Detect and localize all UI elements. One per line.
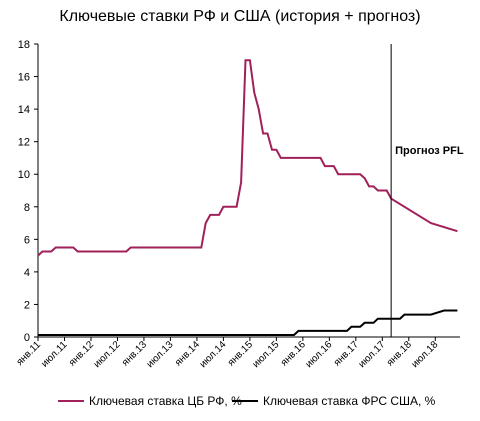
legend-item: Ключевая ставка ЦБ РФ, % [58, 394, 242, 408]
forecast-label: Прогноз PFL [395, 145, 464, 157]
legend-label: Ключевая ставка ФРС США, % [263, 394, 436, 408]
y-tick-label: 8 [24, 202, 30, 214]
legend-label: Ключевая ставка ЦБ РФ, % [89, 394, 242, 408]
chart-title: Ключевые ставки РФ и США (история + прог… [59, 8, 421, 25]
legend-item: Ключевая ставка ФРС США, % [232, 394, 435, 408]
y-tick-label: 14 [18, 104, 30, 116]
series-layer [37, 59, 458, 336]
x-tick-label: июл.16 [304, 339, 335, 370]
y-tick-label: 6 [24, 234, 30, 246]
x-tick-label: июл.13 [145, 339, 176, 370]
y-tick-label: 4 [24, 267, 30, 279]
legend-swatch [58, 400, 84, 402]
series-line-fed-rate [38, 309, 458, 336]
y-tick-label: 16 [18, 72, 30, 84]
x-tick-label: июл.14 [198, 339, 229, 370]
y-tick-label: 2 [24, 299, 30, 311]
x-axis: янв.11июл.11янв.12июл.12янв.13июл.13янв.… [15, 336, 460, 370]
x-tick-label: июл.11 [39, 339, 70, 370]
legend: Ключевая ставка ЦБ РФ, % Ключевая ставка … [0, 394, 480, 414]
series-line-cbr-rate [37, 59, 458, 257]
x-tick-label: июл.17 [357, 339, 388, 370]
y-tick-label: 12 [18, 137, 30, 149]
y-tick-label: 18 [18, 39, 30, 51]
x-tick-label: июл.12 [92, 339, 123, 370]
x-tick-label: июл.18 [410, 339, 441, 370]
y-axis: 0 2 4 6 8 10 12 14 16 18 [18, 39, 39, 344]
forecast-layer: Прогноз PFL [390, 44, 464, 337]
legend-swatch [232, 400, 258, 402]
y-tick-label: 0 [24, 332, 30, 344]
y-tick-label: 10 [18, 169, 30, 181]
x-tick-label: июл.15 [251, 339, 282, 370]
